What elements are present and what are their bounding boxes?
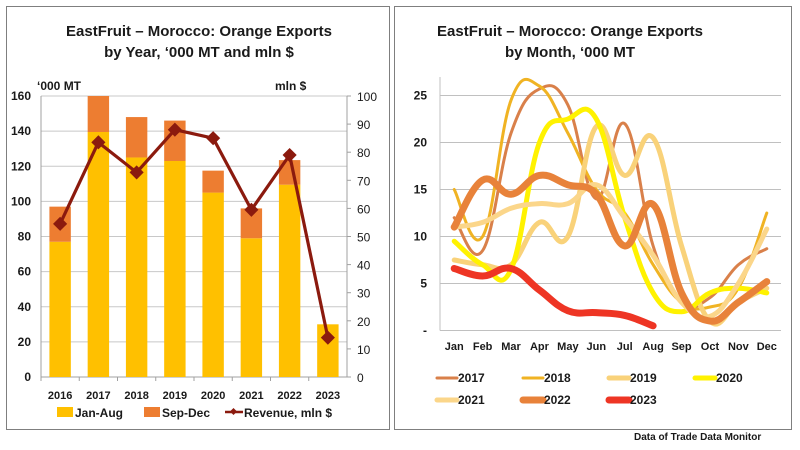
- right-axis-tick: 90: [357, 118, 371, 132]
- x-tick-label: Aug: [642, 341, 663, 353]
- left-axis-tick: 80: [18, 230, 32, 244]
- bar-jan-aug-2017: [87, 132, 110, 377]
- bar-sep-dec-2021: [240, 208, 263, 239]
- x-tick-label: Feb: [473, 341, 493, 353]
- right-axis-tick: 40: [357, 259, 371, 273]
- left-axis-tick: 100: [11, 194, 31, 208]
- left-axis-tick: 0: [24, 370, 31, 384]
- x-tick-label: May: [557, 341, 579, 353]
- revenue-marker-2023: [320, 330, 335, 345]
- series-line-2017: [452, 84, 769, 309]
- right-axis-tick: 80: [357, 146, 371, 160]
- revenue-marker-2020: [206, 131, 221, 146]
- y-axis-tick: 15: [414, 183, 428, 197]
- series-line-2022: [450, 171, 771, 325]
- x-tick-label: 2018: [124, 390, 148, 402]
- left-axis-tick: 120: [11, 159, 31, 173]
- bar-sep-dec-2018: [125, 117, 148, 158]
- series-line-2023: [450, 264, 657, 330]
- y-axis-tick: 5: [420, 277, 427, 291]
- revenue-marker-2022: [282, 147, 297, 163]
- monthly-chart: EastFruit – Morocco: Orange Exports by M…: [414, 23, 781, 407]
- monthly-chart-title: EastFruit – Morocco: Orange Exports: [437, 23, 703, 40]
- bar-jan-aug-2020: [202, 192, 224, 377]
- x-tick-label: 2016: [48, 390, 72, 402]
- yearly-chart-title: EastFruit – Morocco: Orange Exports: [66, 23, 332, 40]
- right-axis-tick: 10: [357, 343, 371, 357]
- monthly-chart-panel: EastFruit – Morocco: Orange Exports by M…: [394, 6, 792, 430]
- legend-swatch-jan-aug: [57, 407, 73, 417]
- bar-jan-aug-2016: [49, 241, 71, 377]
- yearly-legend: Jan-Aug Sep-Dec Revenue, mln $: [57, 406, 332, 420]
- right-axis-tick: 60: [357, 202, 371, 216]
- y-axis-tick: -: [423, 324, 427, 338]
- x-tick-label: Dec: [757, 341, 777, 353]
- legend-label-sep-dec: Sep-Dec: [162, 406, 210, 420]
- legend-label-2023: 2023: [630, 393, 657, 407]
- right-axis-tick: 20: [357, 315, 371, 329]
- bar-jan-aug-2021: [240, 238, 263, 377]
- x-tick-label: 2022: [277, 390, 301, 402]
- bar-jan-aug-2018: [125, 157, 148, 377]
- bar-sep-dec-2020: [202, 170, 224, 193]
- legend-label-jan-aug: Jan-Aug: [75, 406, 123, 420]
- x-tick-label: Oct: [701, 341, 720, 353]
- source-footnote: Data of Trade Data Monitor: [634, 432, 762, 443]
- x-tick-label: 2023: [316, 390, 340, 402]
- bar-sep-dec-2017: [87, 96, 110, 133]
- series-line-2021: [451, 182, 770, 321]
- monthly-chart-subtitle: by Month, ‘000 MT: [505, 44, 635, 61]
- left-axis-tick: 160: [11, 89, 31, 103]
- revenue-marker-2021: [244, 202, 259, 217]
- yearly-chart-subtitle: by Year, ‘000 MT and mln $: [104, 44, 294, 61]
- right-axis-label: mln $: [275, 79, 307, 93]
- bar-jan-aug-2019: [164, 160, 186, 377]
- x-tick-label: Nov: [728, 341, 750, 353]
- x-tick-label: Mar: [501, 341, 521, 353]
- x-tick-label: Apr: [530, 341, 550, 353]
- revenue-line: [58, 128, 330, 338]
- monthly-legend: 2017 2018 2019 2020 2021 2022 2023: [434, 371, 743, 407]
- left-axis-tick: 20: [18, 335, 32, 349]
- x-tick-label: Sep: [671, 341, 691, 353]
- yearly-chart: EastFruit – Morocco: Orange Exports by Y…: [11, 23, 377, 420]
- bar-jan-aug-2022: [278, 184, 301, 377]
- y-axis-tick: 25: [414, 89, 428, 103]
- y-axis-tick: 10: [414, 230, 428, 244]
- legend-label-2019: 2019: [630, 371, 657, 385]
- right-axis-tick: 70: [357, 174, 371, 188]
- legend-marker-revenue: [229, 407, 238, 416]
- left-axis-tick: 40: [18, 300, 32, 314]
- series-line-2018: [452, 77, 769, 311]
- legend-label-revenue: Revenue, mln $: [244, 406, 332, 420]
- right-axis-tick: 100: [357, 90, 377, 104]
- x-tick-label: 2017: [86, 390, 110, 402]
- left-axis-tick: 140: [11, 124, 31, 138]
- right-axis-tick: 30: [357, 287, 371, 301]
- right-axis-tick: 50: [357, 231, 371, 245]
- legend-swatch-sep-dec: [144, 407, 160, 417]
- left-axis-label: ‘000 MT: [37, 79, 82, 93]
- x-tick-label: Jan: [445, 341, 464, 353]
- legend-label-2021: 2021: [458, 393, 485, 407]
- legend-label-2018: 2018: [544, 371, 571, 385]
- left-axis-tick: 60: [18, 265, 32, 279]
- x-tick-label: Jun: [587, 341, 607, 353]
- x-tick-label: Jul: [617, 341, 633, 353]
- x-tick-label: 2020: [201, 390, 225, 402]
- yearly-chart-panel: EastFruit – Morocco: Orange Exports by Y…: [6, 6, 390, 430]
- legend-label-2020: 2020: [716, 371, 743, 385]
- x-tick-label: 2019: [163, 390, 187, 402]
- y-axis-tick: 20: [414, 136, 428, 150]
- x-tick-label: 2021: [239, 390, 263, 402]
- right-axis-tick: 0: [357, 371, 364, 385]
- legend-label-2022: 2022: [544, 393, 571, 407]
- legend-label-2017: 2017: [458, 371, 485, 385]
